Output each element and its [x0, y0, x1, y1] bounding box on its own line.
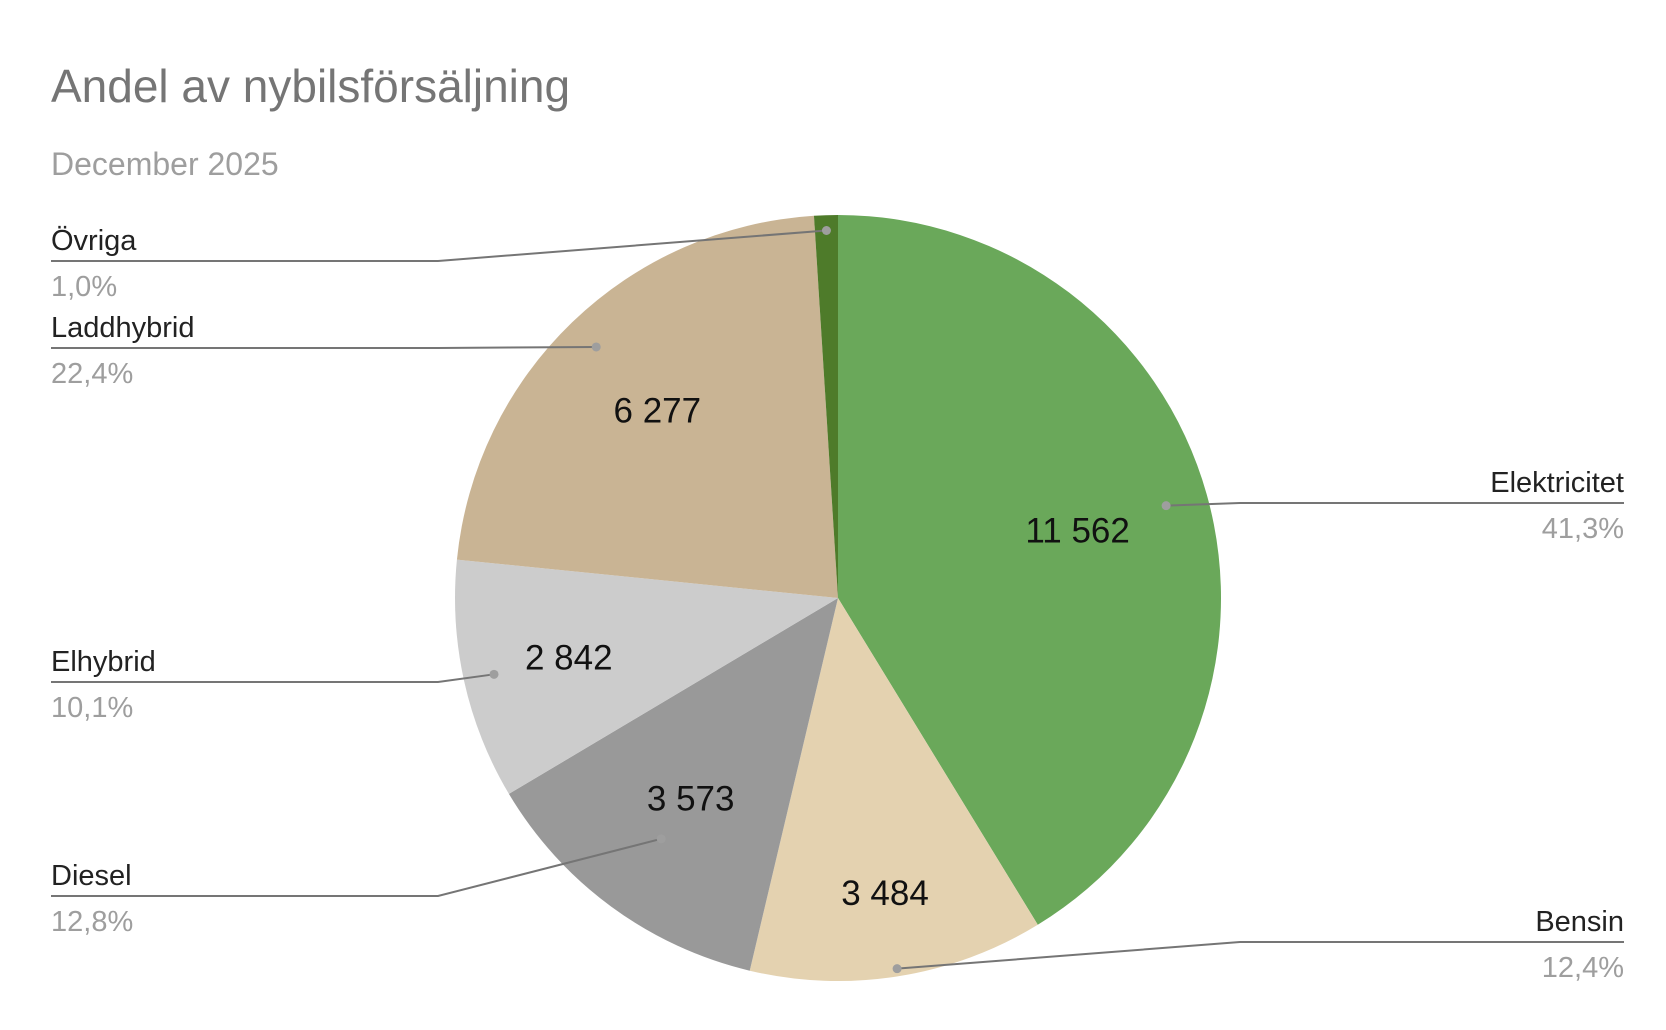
leader-dot-elektricitet [1161, 501, 1171, 511]
value-label-diesel: 3 573 [647, 780, 735, 819]
leader-line-diesel [51, 837, 662, 897]
category-label-elhybrid: Elhybrid [51, 646, 156, 678]
pie-slices [455, 215, 1222, 982]
leader-dot-elhybrid [489, 669, 499, 679]
chart-title: Andel av nybilsförsäljning [51, 60, 570, 112]
percent-label-elhybrid: 10,1% [51, 692, 133, 724]
percent-label-elektricitet: 41,3% [1542, 513, 1624, 545]
category-label-ovriga: Övriga [51, 225, 137, 257]
leader-line-bensin [897, 941, 1624, 970]
slice-bensin [749, 598, 1038, 982]
leader-dot-diesel [656, 834, 666, 844]
leader-line-laddhybrid [51, 345, 597, 349]
slice-elhybrid [455, 559, 838, 794]
value-label-bensin: 3 484 [841, 874, 929, 913]
leader-line-elhybrid [51, 673, 495, 683]
category-label-elektricitet: Elektricitet [1490, 467, 1624, 499]
slice-laddhybrid [456, 215, 838, 598]
category-label-bensin: Bensin [1535, 906, 1624, 938]
slice-callouts: Elektricitet 41,3% Bensin 12,4% Diesel 12,8% E… [51, 225, 1624, 984]
slice-value-labels: 11 562 3 484 3 573 2 842 6 277 [525, 391, 1130, 913]
slice-ovriga [813, 215, 838, 598]
value-label-laddhybrid: 6 277 [614, 391, 702, 430]
percent-label-ovriga: 1,0% [51, 271, 117, 303]
chart-subtitle: December 2025 [51, 146, 279, 182]
leader-line-elektricitet [1166, 502, 1624, 507]
slice-elektricitet [838, 215, 1222, 925]
slice-diesel [508, 598, 838, 971]
leader-dot-laddhybrid [591, 342, 601, 352]
percent-label-diesel: 12,8% [51, 906, 133, 938]
percent-label-laddhybrid: 22,4% [51, 358, 133, 390]
value-label-elektricitet: 11 562 [1025, 512, 1129, 551]
category-label-laddhybrid: Laddhybrid [51, 312, 195, 344]
leader-dot-ovriga [821, 226, 831, 236]
category-label-diesel: Diesel [51, 860, 132, 892]
percent-label-bensin: 12,4% [1542, 952, 1624, 984]
leader-line-ovriga [51, 229, 827, 262]
value-label-elhybrid: 2 842 [525, 639, 613, 678]
leader-dot-bensin [892, 964, 902, 974]
